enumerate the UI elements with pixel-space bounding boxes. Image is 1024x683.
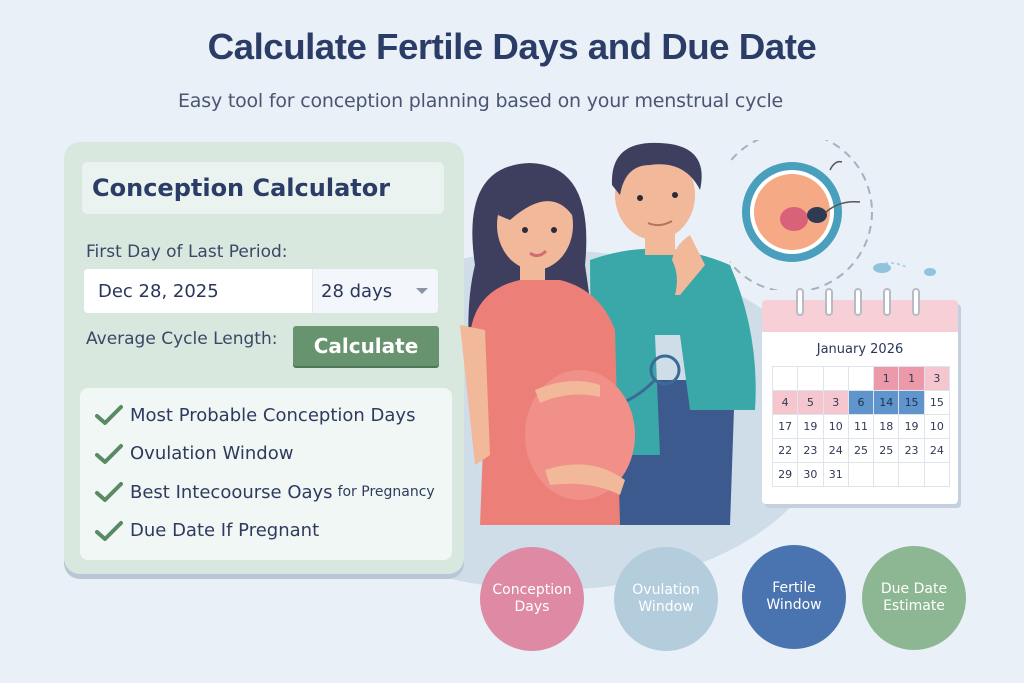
legend-conception-days: Conception Days [480, 547, 584, 651]
list-item: Ovulation Window [94, 435, 452, 474]
feature-label: Most Probable Conception Days [130, 404, 416, 426]
legend-ovulation-window: Ovulation Window [614, 547, 718, 651]
cycle-length-label: Average Cycle Length: [86, 329, 278, 349]
calendar-day-cell[interactable] [874, 463, 900, 487]
page-subtitle: Easy tool for conception planning based … [178, 90, 784, 112]
egg-sperm-illustration [730, 140, 936, 290]
first-day-input[interactable]: Dec 28, 2025 [84, 269, 312, 313]
calendar-day-cell[interactable]: 19 [798, 415, 824, 439]
calculate-button[interactable]: Calculate [293, 326, 439, 366]
calendar-ring-icon [796, 288, 804, 316]
calendar-day-cell[interactable] [848, 463, 875, 487]
list-item: Due Date If Pregnant [94, 512, 452, 551]
calendar-day-cell[interactable]: 3 [823, 391, 849, 415]
feature-suffix: for Pregnancy [337, 484, 435, 501]
conception-calculator-panel: Conception Calculator First Day of Last … [64, 142, 464, 574]
calendar-day-cell[interactable]: 19 [899, 415, 925, 439]
calendar-grid: 1 1 3 4 5 3 6 14 15 15 17 19 10 11 18 19 10 22 23 24 25 25 23 2… [772, 366, 950, 487]
calendar-day-cell[interactable]: 5 [798, 391, 824, 415]
cycle-length-select[interactable]: 28 days [312, 269, 438, 313]
calendar-day-cell[interactable] [848, 367, 875, 391]
calendar-day-cell[interactable]: 4 [773, 391, 799, 415]
calendar-day-cell[interactable]: 17 [773, 415, 799, 439]
couple-illustration [460, 142, 756, 525]
list-item: Best Intecoourse Oays for Pregnancy [94, 473, 452, 512]
calendar-day-cell[interactable]: 25 [874, 439, 900, 463]
calendar-day-cell[interactable]: 23 [798, 439, 824, 463]
chevron-down-icon [416, 288, 428, 294]
calendar-day-cell[interactable] [798, 367, 824, 391]
calendar-ring-icon [912, 288, 920, 316]
calendar-day-cell[interactable]: 1 [899, 367, 925, 391]
calendar-ring-icon [825, 288, 833, 316]
man-figure [590, 142, 756, 525]
feature-label: Due Date If Pregnant [130, 520, 320, 542]
calendar-day-cell[interactable]: 3 [924, 367, 950, 391]
check-icon [95, 443, 123, 464]
calendar-day-cell[interactable]: 6 [848, 391, 875, 415]
calendar-day-cell[interactable]: 15 [899, 391, 925, 415]
calendar-day-cell[interactable] [823, 367, 849, 391]
calendar-ring-icon [883, 288, 891, 316]
calendar-day-cell[interactable]: 10 [924, 415, 950, 439]
list-item: Most Probable Conception Days [94, 396, 452, 435]
feature-list: Most Probable Conception Days Ovulation … [80, 388, 452, 560]
woman-figure [460, 163, 635, 525]
check-icon [95, 405, 123, 426]
calendar-day-cell[interactable] [773, 367, 799, 391]
calculator-title: Conception Calculator [82, 162, 444, 214]
calendar-day-cell[interactable]: 24 [924, 439, 950, 463]
calendar-widget: January 2026 1 1 3 4 5 3 6 14 15 15 17 19 10 11 18 19 10… [762, 288, 958, 504]
calendar-day-cell[interactable]: 15 [924, 391, 950, 415]
feature-label: Ovulation Window [130, 443, 294, 465]
calendar-day-cell[interactable]: 1 [874, 367, 900, 391]
calendar-day-cell[interactable] [924, 463, 950, 487]
calendar-day-cell[interactable]: 14 [874, 391, 900, 415]
calendar-day-cell[interactable]: 22 [773, 439, 799, 463]
calendar-day-cell[interactable]: 18 [874, 415, 900, 439]
cycle-length-value: 28 days [321, 280, 393, 302]
calendar-day-cell[interactable]: 31 [823, 463, 849, 487]
calendar-day-cell[interactable]: 11 [848, 415, 875, 439]
calendar-ring-icon [854, 288, 862, 316]
check-icon [95, 482, 123, 503]
calendar-day-cell[interactable]: 29 [773, 463, 799, 487]
calendar-month-title: January 2026 [816, 342, 904, 357]
calendar-day-cell[interactable]: 10 [823, 415, 849, 439]
check-icon [95, 520, 123, 541]
legend-due-date-estimate: Due Date Estimate [862, 546, 966, 650]
feature-label: Best Intecoourse Oays [130, 481, 333, 503]
calendar-day-cell[interactable]: 23 [899, 439, 925, 463]
first-day-label: First Day of Last Period: [86, 242, 288, 262]
calendar-day-cell[interactable] [899, 463, 925, 487]
calendar-day-cell[interactable]: 24 [823, 439, 849, 463]
calendar-day-cell[interactable]: 25 [848, 439, 875, 463]
legend-fertile-window: Fertile Window [742, 545, 846, 649]
page-title: Calculate Fertile Days and Due Date [207, 26, 817, 67]
calendar-day-cell[interactable]: 30 [798, 463, 824, 487]
